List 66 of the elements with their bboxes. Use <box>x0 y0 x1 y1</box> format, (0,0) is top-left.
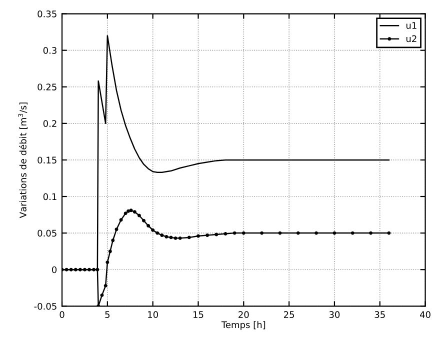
legend-label: u1 <box>406 22 416 29</box>
y-tick-label: 0.35 <box>38 10 56 18</box>
point <box>124 212 128 216</box>
point <box>74 268 78 272</box>
point <box>129 208 133 212</box>
x-tick-label: 30 <box>329 311 340 318</box>
y-tick-label: 0.2 <box>43 120 56 127</box>
point <box>206 234 210 237</box>
point <box>387 231 391 235</box>
point <box>314 231 318 235</box>
point <box>151 228 155 232</box>
x-tick-label: 10 <box>148 311 158 318</box>
y-tick-label: 0.25 <box>38 84 56 90</box>
x-axis-title: Temps [h] <box>221 321 266 330</box>
y-tick-label: 0 <box>52 266 57 274</box>
point <box>111 238 115 242</box>
point <box>332 231 336 235</box>
point <box>242 231 246 235</box>
point <box>160 234 164 237</box>
point <box>156 231 160 235</box>
point <box>64 268 68 272</box>
point <box>178 236 182 240</box>
point <box>132 210 136 214</box>
y-tick-label: 0.3 <box>43 47 56 54</box>
y-tick-label: 0.1 <box>43 193 56 200</box>
point <box>88 268 91 272</box>
x-tick-label: 5 <box>105 311 110 318</box>
point <box>69 268 73 272</box>
legend-label: u2 <box>406 35 416 42</box>
point <box>296 231 300 235</box>
point <box>114 228 118 232</box>
point <box>196 234 200 238</box>
point <box>142 218 146 222</box>
point <box>187 236 191 240</box>
point <box>169 236 173 240</box>
y-tick-label: 0.15 <box>38 156 56 164</box>
point <box>260 231 264 235</box>
y-tick-label: 0.05 <box>38 230 56 237</box>
x-tick-label: 15 <box>193 311 204 318</box>
point <box>92 268 96 272</box>
point <box>119 218 123 222</box>
point <box>106 260 110 264</box>
x-tick-label: 20 <box>238 311 249 318</box>
point <box>232 231 236 235</box>
point <box>137 214 141 218</box>
x-tick-label: 0 <box>60 311 64 318</box>
point <box>214 232 218 236</box>
x-tick-label: 35 <box>374 311 385 318</box>
point <box>164 234 168 238</box>
point <box>350 231 354 235</box>
point <box>82 268 86 272</box>
x-tick-label: 25 <box>284 311 294 318</box>
point <box>278 231 282 235</box>
point <box>96 268 100 272</box>
point <box>108 250 112 254</box>
point <box>78 268 82 272</box>
point <box>126 209 130 213</box>
point <box>146 224 150 228</box>
x-tick-label: 40 <box>420 311 430 318</box>
point <box>174 236 178 240</box>
point <box>104 284 108 288</box>
y-tick-label: -0.05 <box>34 302 56 310</box>
point <box>369 231 373 235</box>
point <box>224 232 228 236</box>
point <box>100 293 104 297</box>
y-axis-title: Variations de débit [m$^{3}$/s] <box>18 102 28 218</box>
